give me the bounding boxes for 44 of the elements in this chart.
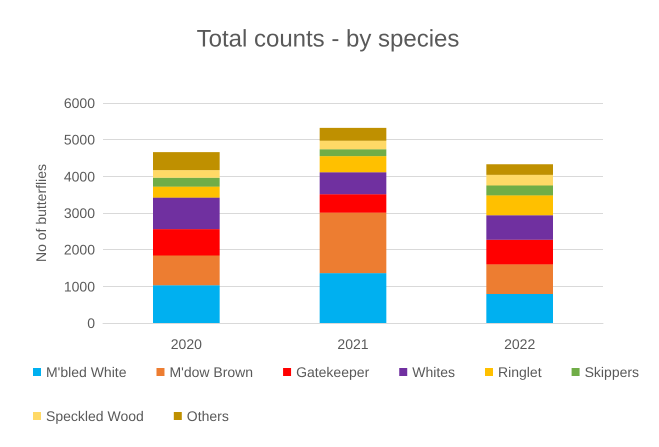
bar bbox=[486, 186, 553, 196]
bar bbox=[320, 156, 386, 172]
bar bbox=[320, 149, 386, 156]
y-tick-label: 3000 bbox=[64, 205, 96, 221]
bar bbox=[320, 172, 386, 194]
bar bbox=[153, 170, 220, 178]
legend-label: Others bbox=[186, 408, 229, 424]
bar bbox=[320, 194, 386, 213]
y-tick-label: 5000 bbox=[64, 132, 96, 148]
x-tick-label: 2022 bbox=[504, 336, 536, 352]
legend-label: M'bled White bbox=[46, 364, 127, 380]
chart-title: Total counts - by species bbox=[196, 26, 460, 52]
y-tick-label: 1000 bbox=[64, 278, 96, 294]
legend-label: M'dow Brown bbox=[169, 364, 254, 380]
x-tick-label: 2021 bbox=[337, 336, 369, 352]
bar bbox=[153, 285, 220, 323]
bar bbox=[486, 164, 553, 175]
bar bbox=[153, 178, 220, 187]
legend-label: Whites bbox=[412, 364, 456, 380]
bar bbox=[486, 174, 553, 186]
legend-label: Ringlet bbox=[498, 364, 542, 380]
legend-label: Gatekeeper bbox=[296, 364, 370, 380]
bar bbox=[486, 240, 553, 264]
x-tick-label: 2020 bbox=[170, 336, 202, 352]
bar bbox=[153, 229, 220, 256]
y-tick-label: 4000 bbox=[64, 168, 96, 184]
bar bbox=[486, 215, 553, 240]
bar bbox=[153, 152, 220, 170]
bar bbox=[153, 186, 220, 198]
y-axis-title: No of butterflies bbox=[33, 164, 49, 262]
y-tick-label: 2000 bbox=[64, 242, 96, 258]
legend-label: Speckled Wood bbox=[46, 408, 144, 424]
bar bbox=[486, 195, 553, 216]
legend-label: Skippers bbox=[584, 364, 640, 380]
y-tick-label: 6000 bbox=[64, 95, 96, 111]
bar bbox=[320, 212, 386, 274]
bar bbox=[153, 198, 220, 230]
bar bbox=[320, 140, 386, 150]
bar bbox=[486, 294, 553, 323]
bar bbox=[153, 256, 220, 286]
bar bbox=[486, 264, 553, 294]
bar bbox=[320, 128, 386, 141]
y-tick-label: 0 bbox=[87, 315, 96, 331]
bar bbox=[320, 273, 386, 323]
